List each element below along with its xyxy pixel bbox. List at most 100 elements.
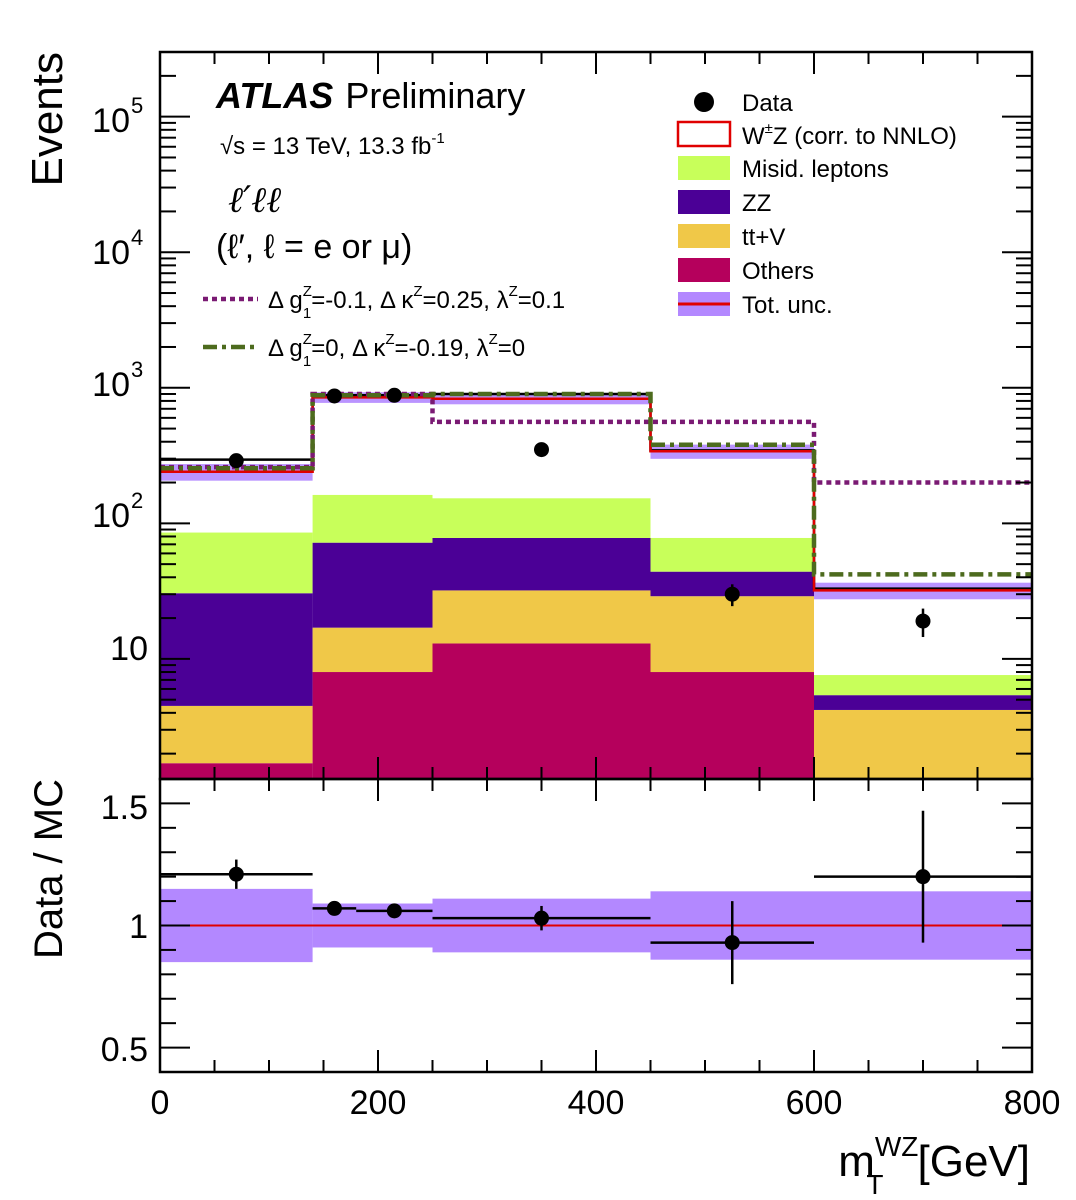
legend-others-swatch [678,258,730,282]
legend-data-marker [694,92,714,112]
bar-others-bin-1 [312,672,433,779]
ytick-label-1e5-exp: 5 [131,93,143,118]
bsm1-sup-z: Z [303,283,312,300]
bar-zz-bin-4 [814,695,1032,710]
bar-misid-leptons-bin-2 [432,498,651,538]
ytick-label-1e4: 10 [92,234,130,272]
data-point-2 [386,387,402,403]
ratio-point-3 [534,910,549,926]
legend-ttv-swatch [678,224,730,248]
ytick-label-1e3: 10 [92,366,130,404]
ytick-label-1e3-exp: 3 [131,357,143,382]
bsm1-sub-1: 1 [303,305,311,322]
bsm2-d: =0 [498,335,525,362]
legend-ttv-label: tt+V [742,224,785,251]
bar-zz-bin-0 [160,593,313,706]
data-point-4 [724,586,740,602]
ytick-label-1e4-exp: 4 [131,225,143,250]
ratio-point-1 [326,900,342,916]
bar-misid-leptons-bin-1 [312,494,433,543]
data-points [228,387,931,638]
legend-zz-swatch [678,190,730,214]
bar-others-bin-2 [432,643,651,779]
ratio-point-0 [228,866,244,882]
bar-misid-leptons-bin-0 [160,532,313,594]
ratio-panel: 1.5 1 0.5 Data / MC 0 200 400 600 800 mW… [27,777,1061,1200]
atlas-word: ATLAS [215,75,333,116]
xtick-600: 600 [786,1084,843,1122]
legend-misid-swatch [678,156,730,180]
ratio-axis-ticks [159,778,1033,1073]
data-point-3 [534,442,549,458]
model-lines [160,391,1032,592]
ytick-label-1e2: 10 [92,497,130,535]
bsm1-c: =0.25, λ [423,287,509,314]
bsm2-c: =-0.19, λ [395,335,489,362]
bar-others-bin-0 [160,763,313,779]
ytick-label-1e5: 10 [92,102,130,140]
wz-line [160,396,1032,592]
xlabel-unit: [GeV] [918,1137,1031,1186]
bsm2-sup-z3: Z [489,331,498,348]
bar-tt-v-bin-0 [160,705,313,764]
legend-misid-label: Misid. leptons [742,156,889,183]
xlabel-sub: T [866,1169,883,1200]
main-panel: 10 10 2 10 3 10 4 10 5 Events ATLAS Preli… [23,50,1034,781]
ratio-point-5 [915,869,931,885]
bar-misid-leptons-bin-3 [650,537,814,572]
bsm1-sup-z2: Z [413,283,422,300]
data-point-0 [228,453,244,469]
ratio-ylabel: Data / MC [27,779,71,959]
ratio-ytick-1: 1 [129,908,148,946]
bar-misid-leptons-bin-4 [814,675,1032,696]
bsm1-sup-z3: Z [509,283,518,300]
ratio-ytick-0.5: 0.5 [101,1031,148,1069]
atlas-label: ATLAS Preliminary [215,75,525,116]
ytick-label-10: 10 [110,630,148,668]
bsm1-legend-label: Δ gZ 1=-0.1, Δ κZ=0.25, λZ=0.1 [268,283,565,322]
sqrt-s-exp: -1 [431,130,444,147]
bsm2-legend-label: Δ gZ 1=0, Δ κZ=-0.19, λZ=0 [268,331,525,370]
stacked-backgrounds [160,494,1032,779]
bar-tt-v-bin-2 [432,590,651,644]
xtick-200: 200 [350,1084,407,1122]
bsm2-line [160,391,1032,577]
main-legend: Data W±Z (corr. to NNLO) Misid. leptons … [676,90,957,319]
legend-totunc-label: Tot. unc. [742,292,833,319]
bsm1-a: Δ g [268,287,303,314]
legend-wz-label: W±Z (corr. to NNLO) [742,120,957,150]
ratio-point-2 [386,903,402,919]
bsm1-b: =-0.1, Δ κ [311,287,414,314]
legend-others-label: Others [742,258,814,285]
legend-zz-label: ZZ [742,190,771,217]
data-point-5 [915,613,931,629]
bar-others-bin-3 [650,672,814,779]
channel-definition: (ℓ′, ℓ = e or μ) [216,228,412,266]
bsm1-d: =0.1 [518,287,565,314]
xlabel-m: m [838,1137,875,1186]
channel-label: ℓ′ℓℓ [228,180,281,221]
bar-tt-v-bin-3 [650,596,814,673]
bar-tt-v-bin-1 [312,627,433,673]
sqrt-s-text: √s = 13 TeV, 13.3 fb [220,133,431,160]
bsm2-sup-z: Z [303,331,312,348]
ratio-point-4 [724,935,740,951]
sqrt-s-label: √s = 13 TeV, 13.3 fb-1 [220,130,445,160]
legend-wz-swatch [676,120,732,148]
legend-data-label: Data [742,90,793,117]
bsm2-a: Δ g [268,335,303,362]
bsm2-sub-1: 1 [303,353,311,370]
data-point-1 [326,388,342,404]
xlabel-sup: WZ [875,1131,919,1162]
main-ylabel: Events [23,52,72,187]
ratio-data-points [160,810,1032,985]
legend-wz-sup: ± [765,120,773,137]
ytick-label-1e2-exp: 2 [131,488,143,513]
main-axis-ticks [159,51,1033,779]
bsm2-sup-z2: Z [385,331,394,348]
xtick-800: 800 [1004,1084,1061,1122]
xtick-0: 0 [151,1084,170,1122]
xtick-400: 400 [568,1084,625,1122]
bar-zz-bin-1 [312,542,433,628]
